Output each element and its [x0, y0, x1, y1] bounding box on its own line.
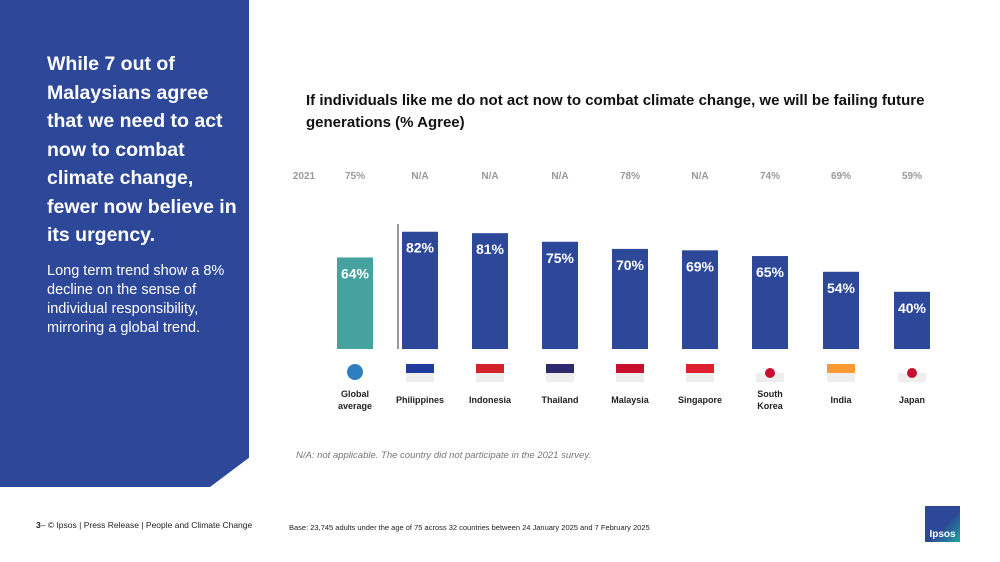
category-label: Philippines — [396, 395, 444, 405]
bar-value-label: 70% — [616, 257, 645, 273]
footer-text: – © Ipsos | Press Release | People and C… — [40, 520, 253, 530]
bar-value-label: 54% — [827, 280, 856, 296]
bar — [542, 241, 578, 349]
bar — [472, 233, 508, 349]
category-label: Malaysia — [611, 395, 650, 405]
bar — [894, 291, 930, 349]
flag-stripe — [686, 364, 714, 373]
bar-value-label: 64% — [341, 265, 370, 281]
headline: While 7 out of Malaysians agree that we … — [47, 53, 237, 246]
category-label: Thailand — [541, 395, 578, 405]
summary-text: Long term trend show a 8% decline on the… — [47, 263, 225, 336]
category-label: Japan — [899, 395, 925, 405]
category-label: India — [830, 395, 852, 405]
prev-year-value: N/A — [551, 171, 568, 182]
prev-year-value: 69% — [831, 171, 851, 182]
ipsos-logo: Ipsos — [925, 506, 960, 542]
bar — [823, 271, 859, 349]
footnote: N/A: not applicable. The country did not… — [296, 450, 592, 461]
bar-value-label: 69% — [686, 258, 715, 274]
bar-value-label: 40% — [898, 300, 927, 316]
prev-year-value: 75% — [345, 171, 365, 182]
bar-value-label: 82% — [406, 240, 435, 256]
bar — [402, 231, 438, 349]
category-label: average — [338, 401, 372, 411]
category-label: South — [757, 389, 783, 399]
page-number: 3 — [36, 520, 41, 530]
flag-emblem — [907, 368, 917, 378]
base-note: Base: 23,745 adults under the age of 75 … — [289, 523, 650, 532]
globe-icon — [347, 364, 363, 380]
flag-emblem — [765, 368, 775, 378]
bar-value-label: 65% — [756, 264, 785, 280]
bar — [752, 256, 788, 349]
category-label: Indonesia — [469, 395, 512, 405]
prev-year-value: 74% — [760, 171, 780, 182]
bar — [612, 248, 648, 349]
chart-title: If individuals like me do not act now to… — [306, 92, 925, 131]
bar-value-label: 81% — [476, 241, 505, 257]
bar-value-label: 75% — [546, 250, 575, 266]
prev-year-value: N/A — [481, 171, 498, 182]
left-panel — [0, 0, 249, 487]
flag-stripe — [827, 364, 855, 373]
prev-year-label: 2021 — [293, 171, 316, 182]
bar — [337, 257, 373, 349]
flag-stripe — [406, 364, 434, 373]
prev-year-value: 59% — [902, 171, 922, 182]
flag-stripe — [476, 364, 504, 373]
logo-text: Ipsos — [929, 529, 956, 540]
prev-year-value: N/A — [411, 171, 428, 182]
category-label: Korea — [757, 401, 784, 411]
flag-stripe — [616, 364, 644, 373]
prev-year-value: 78% — [620, 171, 640, 182]
flag-stripe — [546, 364, 574, 373]
prev-year-value: N/A — [691, 171, 708, 182]
bar — [682, 250, 718, 349]
footer-source: 3– © Ipsos | Press Release | People and … — [36, 520, 252, 530]
category-label: Singapore — [678, 395, 722, 405]
category-label: Global — [341, 389, 369, 399]
